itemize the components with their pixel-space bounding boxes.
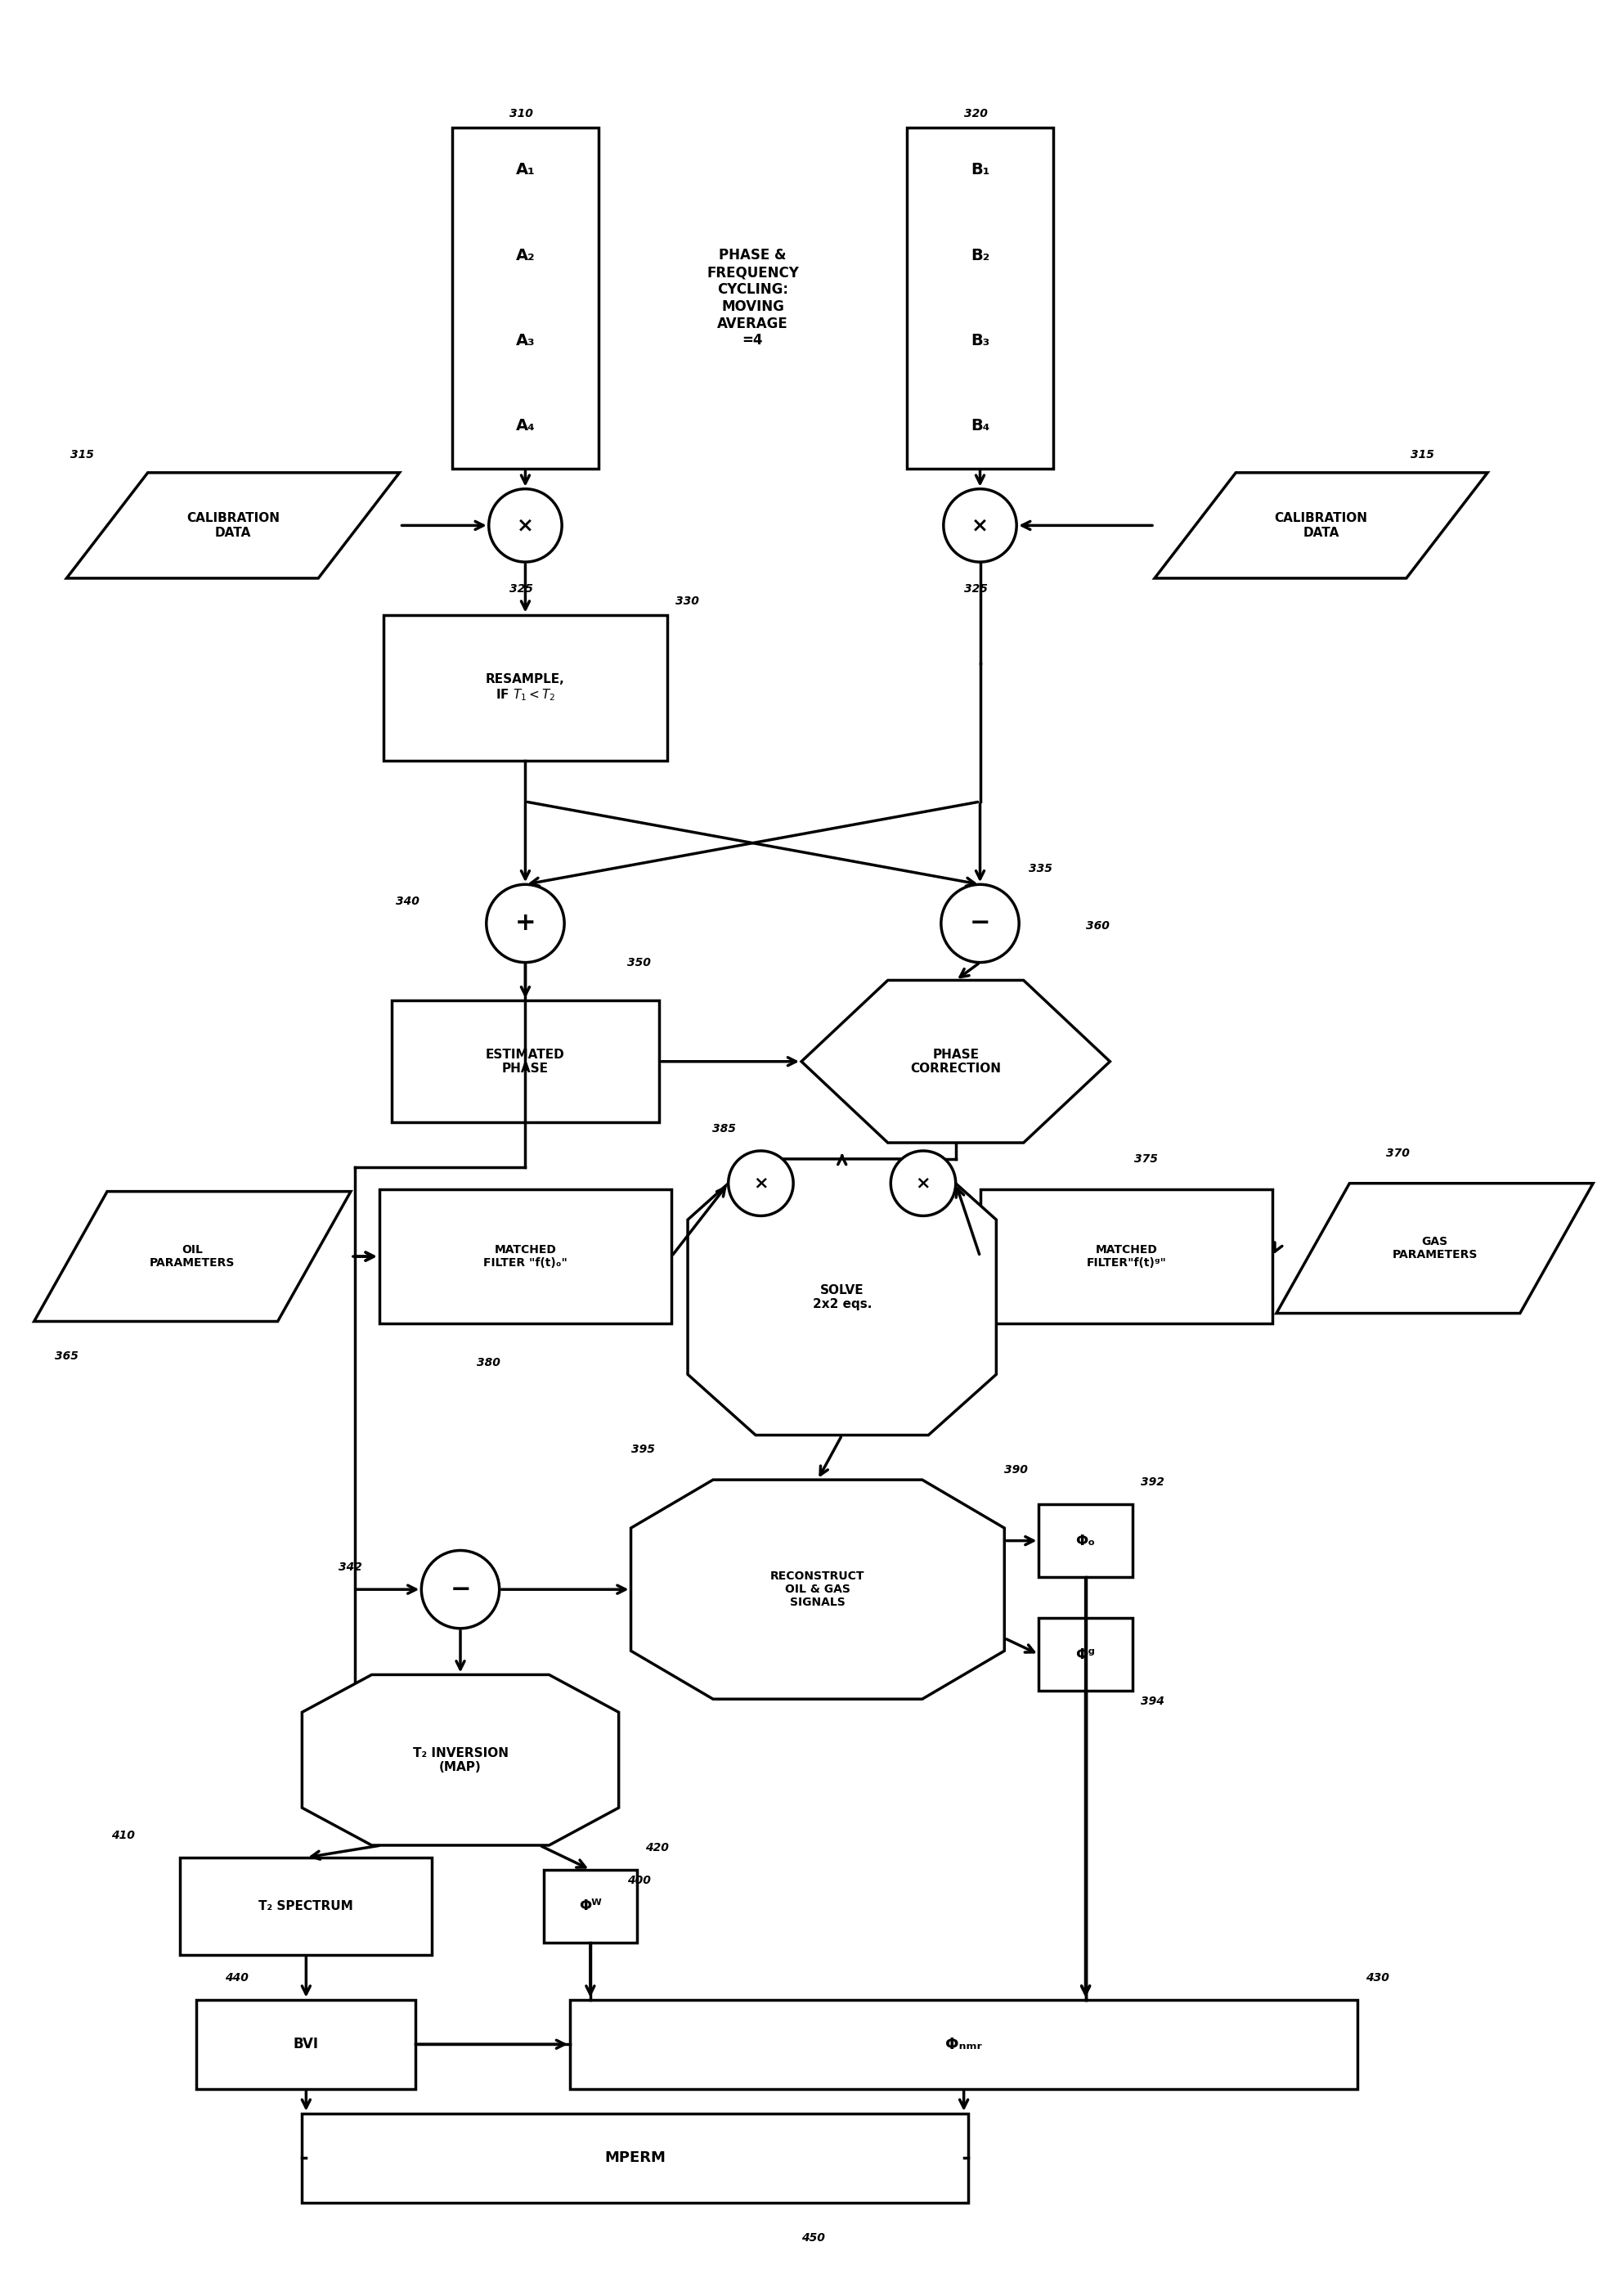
Text: 380: 380 bbox=[476, 1357, 501, 1368]
Polygon shape bbox=[34, 1192, 350, 1322]
Text: A₃: A₃ bbox=[515, 333, 535, 349]
Text: ×: × bbox=[916, 1176, 930, 1192]
FancyBboxPatch shape bbox=[980, 1189, 1273, 1322]
FancyBboxPatch shape bbox=[302, 2112, 967, 2202]
Text: CALIBRATION
DATA: CALIBRATION DATA bbox=[186, 512, 279, 540]
Text: SOLVE
2x2 eqs.: SOLVE 2x2 eqs. bbox=[812, 1283, 872, 1311]
Text: −: − bbox=[451, 1577, 472, 1600]
Text: 330: 330 bbox=[675, 595, 699, 606]
Text: Φₒ: Φₒ bbox=[1076, 1534, 1095, 1548]
Circle shape bbox=[422, 1550, 499, 1628]
FancyBboxPatch shape bbox=[544, 1869, 636, 1942]
Text: +: + bbox=[515, 912, 536, 934]
Polygon shape bbox=[66, 473, 399, 579]
FancyBboxPatch shape bbox=[1038, 1619, 1132, 1690]
Text: ×: × bbox=[972, 517, 988, 535]
Circle shape bbox=[489, 489, 562, 563]
Text: 420: 420 bbox=[644, 1841, 669, 1853]
Text: 360: 360 bbox=[1085, 921, 1110, 932]
Text: 340: 340 bbox=[396, 895, 418, 907]
Circle shape bbox=[943, 489, 1016, 563]
Text: 325: 325 bbox=[964, 583, 987, 595]
Text: B₁: B₁ bbox=[971, 163, 990, 177]
Text: 375: 375 bbox=[1134, 1153, 1158, 1164]
Text: A₁: A₁ bbox=[515, 163, 535, 177]
Text: A₂: A₂ bbox=[515, 248, 535, 264]
Text: 350: 350 bbox=[627, 957, 651, 969]
FancyBboxPatch shape bbox=[908, 129, 1053, 468]
Text: Φᵂ: Φᵂ bbox=[578, 1899, 602, 1913]
Circle shape bbox=[942, 884, 1019, 962]
Circle shape bbox=[728, 1150, 793, 1217]
Text: PHASE &
FREQUENCY
CYCLING:
MOVING
AVERAGE
=4: PHASE & FREQUENCY CYCLING: MOVING AVERAG… bbox=[706, 248, 799, 349]
Text: 315: 315 bbox=[71, 450, 94, 461]
Text: 370: 370 bbox=[1386, 1148, 1410, 1159]
Text: 315: 315 bbox=[1410, 450, 1434, 461]
Text: Φᵍ: Φᵍ bbox=[1076, 1646, 1095, 1662]
Text: A₄: A₄ bbox=[515, 418, 535, 434]
Text: MATCHED
FILTER "f(t)ₒ": MATCHED FILTER "f(t)ₒ" bbox=[483, 1244, 567, 1270]
FancyBboxPatch shape bbox=[391, 1001, 659, 1123]
Polygon shape bbox=[801, 980, 1110, 1143]
Text: 450: 450 bbox=[801, 2232, 825, 2243]
Text: 392: 392 bbox=[1140, 1476, 1164, 1488]
FancyBboxPatch shape bbox=[570, 2000, 1358, 2089]
FancyBboxPatch shape bbox=[181, 1857, 431, 1954]
Text: GAS
PARAMETERS: GAS PARAMETERS bbox=[1392, 1235, 1478, 1261]
Circle shape bbox=[891, 1150, 956, 1217]
FancyBboxPatch shape bbox=[380, 1189, 672, 1322]
Text: Φₙₘᵣ: Φₙₘᵣ bbox=[945, 2037, 982, 2053]
Text: BVI: BVI bbox=[294, 2037, 318, 2053]
Text: 395: 395 bbox=[631, 1444, 654, 1456]
Text: 335: 335 bbox=[1029, 863, 1053, 875]
Polygon shape bbox=[1155, 473, 1487, 579]
Text: B₄: B₄ bbox=[971, 418, 990, 434]
Text: 394: 394 bbox=[1140, 1697, 1164, 1708]
Text: 390: 390 bbox=[1005, 1465, 1029, 1476]
Text: 342: 342 bbox=[339, 1561, 362, 1573]
Text: B₃: B₃ bbox=[971, 333, 990, 349]
Polygon shape bbox=[631, 1481, 1005, 1699]
Text: PHASE
CORRECTION: PHASE CORRECTION bbox=[911, 1049, 1001, 1075]
Text: ×: × bbox=[517, 517, 535, 535]
Text: MPERM: MPERM bbox=[604, 2151, 665, 2165]
Polygon shape bbox=[1276, 1182, 1592, 1313]
Polygon shape bbox=[688, 1159, 996, 1435]
FancyBboxPatch shape bbox=[383, 615, 667, 760]
Text: RECONSTRUCT
OIL & GAS
SIGNALS: RECONSTRUCT OIL & GAS SIGNALS bbox=[770, 1570, 866, 1609]
Text: CALIBRATION
DATA: CALIBRATION DATA bbox=[1274, 512, 1368, 540]
Text: T₂ SPECTRUM: T₂ SPECTRUM bbox=[258, 1901, 354, 1913]
Text: RESAMPLE,
IF $T_1 < T_2$: RESAMPLE, IF $T_1 < T_2$ bbox=[486, 673, 565, 703]
Text: 400: 400 bbox=[627, 1874, 651, 1885]
Text: ESTIMATED
PHASE: ESTIMATED PHASE bbox=[486, 1049, 565, 1075]
Text: 430: 430 bbox=[1366, 1972, 1389, 1984]
FancyBboxPatch shape bbox=[1038, 1504, 1132, 1577]
Text: 320: 320 bbox=[964, 108, 987, 119]
Text: 310: 310 bbox=[509, 108, 533, 119]
Text: 410: 410 bbox=[111, 1830, 134, 1841]
Polygon shape bbox=[302, 1674, 619, 1846]
Text: OIL
PARAMETERS: OIL PARAMETERS bbox=[150, 1244, 236, 1270]
FancyBboxPatch shape bbox=[197, 2000, 415, 2089]
Text: 385: 385 bbox=[712, 1123, 736, 1134]
Circle shape bbox=[486, 884, 564, 962]
Text: 365: 365 bbox=[55, 1350, 78, 1362]
Text: MATCHED
FILTER"f(t)ᵍ": MATCHED FILTER"f(t)ᵍ" bbox=[1087, 1244, 1166, 1270]
FancyBboxPatch shape bbox=[452, 129, 599, 468]
Text: −: − bbox=[969, 912, 990, 934]
Text: 325: 325 bbox=[509, 583, 533, 595]
Text: T₂ INVERSION
(MAP): T₂ INVERSION (MAP) bbox=[412, 1747, 509, 1773]
Text: 440: 440 bbox=[224, 1972, 249, 1984]
Text: ×: × bbox=[753, 1176, 769, 1192]
Text: B₂: B₂ bbox=[971, 248, 990, 264]
